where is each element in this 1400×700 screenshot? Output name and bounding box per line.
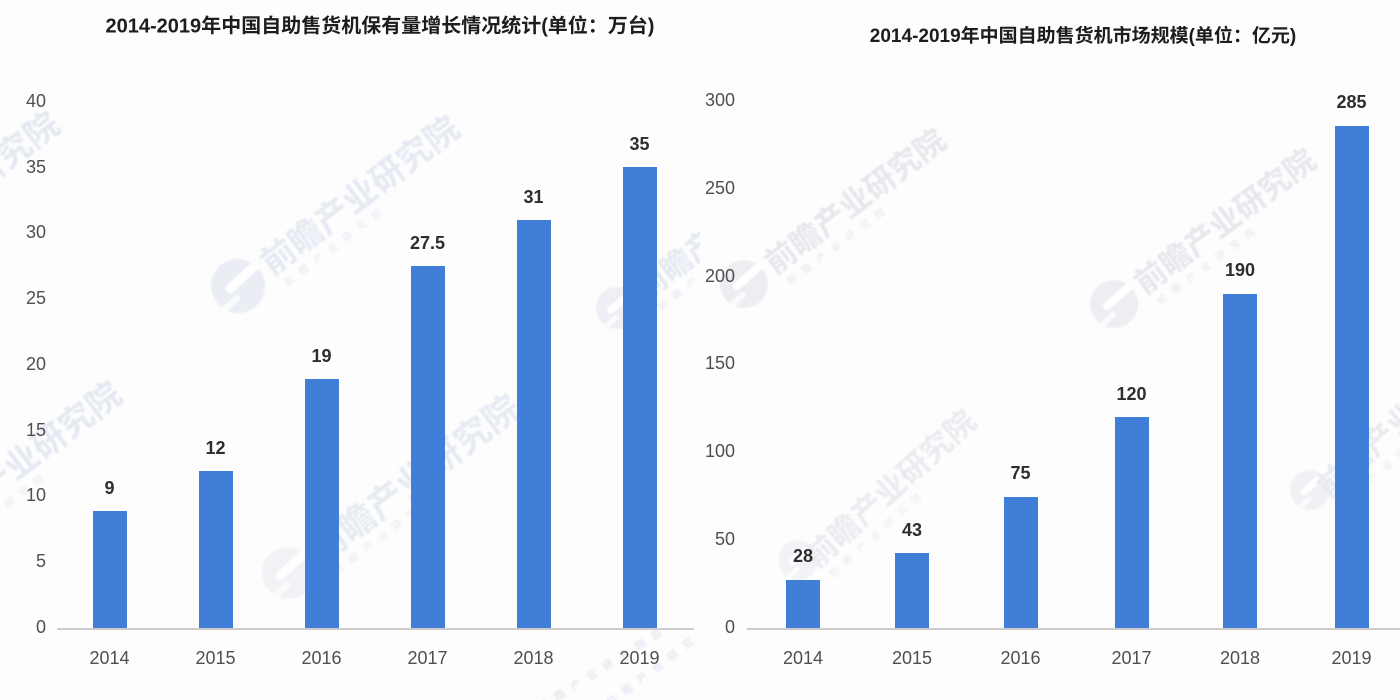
svg-text:2014-2019: 2014-2019 (870, 26, 961, 47)
svg-text:(: ( (1189, 26, 1196, 47)
svg-text:2014-2019: 2014-2019 (106, 16, 202, 38)
svg-text:(: ( (541, 16, 548, 38)
svg-text:): ) (1290, 26, 1296, 47)
svg-text:): ) (648, 16, 655, 38)
